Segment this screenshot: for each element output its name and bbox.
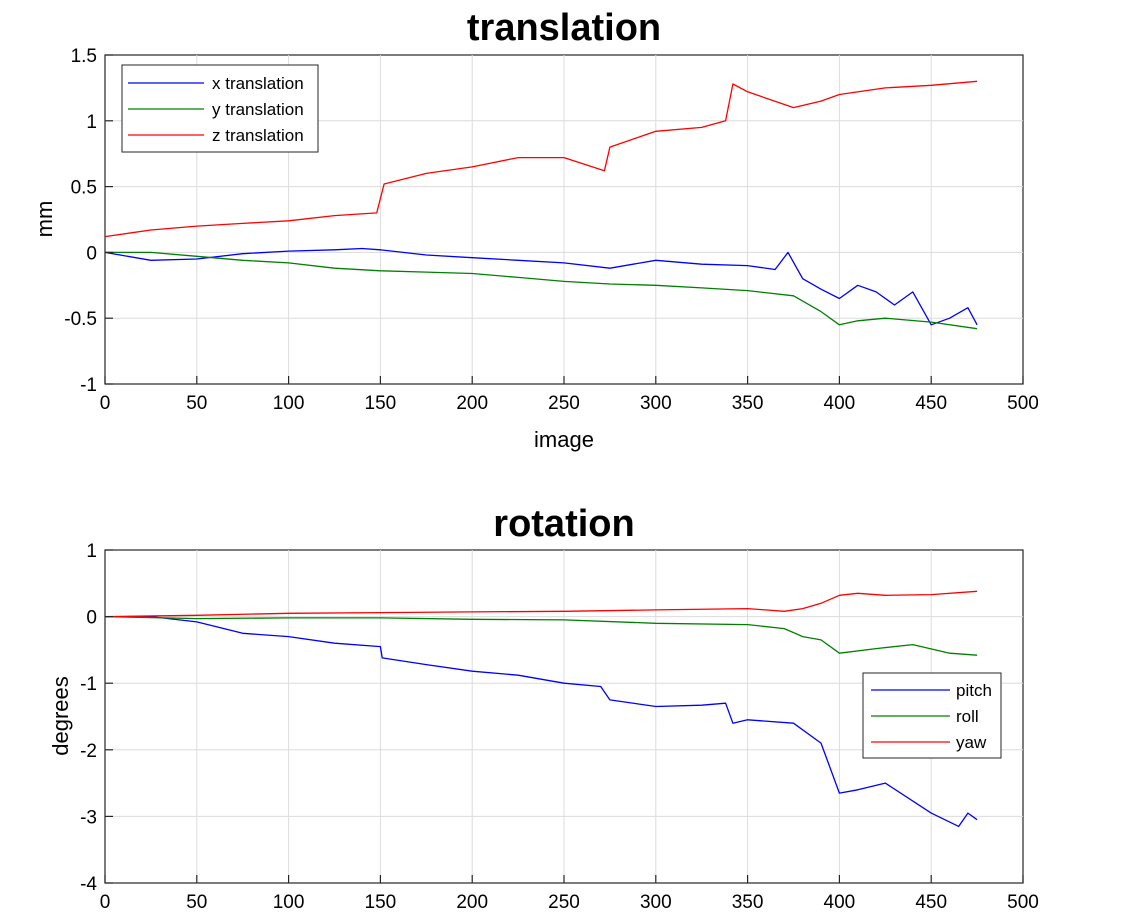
translation-ticks: 0 50 100 150 200 250 300 350 400 450 500 -1 -0.5 0 0.5… [64, 46, 1039, 414]
translation-legend: x translation y translation z translatio… [121, 64, 319, 153]
translation-x-tick-label-9: 450 [915, 393, 947, 414]
translation-y-tick-label-3: 0.5 [71, 178, 97, 199]
rotation-x-tick-label-8: 400 [824, 892, 856, 913]
translation-legend-label-x: x translation [212, 74, 304, 93]
rotation-x-tick-label-7: 350 [732, 892, 764, 913]
rotation-series-roll [104, 615, 978, 656]
translation-x-axis-label: image [534, 427, 594, 452]
translation-y-tick-label-2: 0 [86, 243, 97, 264]
rotation-series [104, 590, 978, 828]
rotation-y-axis-label: degrees [48, 676, 73, 756]
rotation-x-tick-label-5: 250 [548, 892, 580, 913]
rotation-legend-label-roll: roll [956, 707, 979, 726]
translation-legend-label-z: z translation [212, 126, 304, 145]
rotation-x-tick-label-4: 200 [456, 892, 488, 913]
rotation-y-tick-label-3: -1 [80, 674, 97, 695]
rotation-series-pitch [105, 615, 978, 828]
rotation-legend-label-pitch: pitch [956, 681, 992, 700]
rotation-y-tick-label-0: -4 [80, 874, 97, 895]
rotation-title: rotation [493, 503, 634, 545]
translation-y-tick-label-0: -1 [80, 375, 97, 396]
translation-x-tick-label-10: 500 [1007, 393, 1039, 414]
rotation-ticks: 0 50 100 150 200 250 300 350 400 450 500 -4 -3 -2 -1 0 1 [80, 541, 1039, 913]
translation-x-tick-label-4: 200 [456, 393, 488, 414]
translation-x-tick-label-0: 0 [100, 393, 111, 414]
rotation-y-tick-label-2: -2 [80, 741, 97, 762]
translation-y-tick-label-5: 1.5 [71, 46, 97, 67]
rotation-x-tick-label-2: 100 [273, 892, 305, 913]
translation-x-tick-label-6: 300 [640, 393, 672, 414]
translation-x-tick-label-3: 150 [365, 393, 397, 414]
rotation-x-tick-label-0: 0 [100, 892, 111, 913]
rotation-x-tick-label-9: 450 [915, 892, 947, 913]
translation-legend-label-y: y translation [212, 100, 304, 119]
translation-series-z-translation [104, 80, 978, 238]
translation-title: translation [467, 7, 661, 49]
translation-series-x-translation [104, 247, 978, 326]
translation-x-tick-label-8: 400 [824, 393, 856, 414]
rotation-legend: pitch roll yaw [862, 672, 1002, 759]
rotation-panel: 0 50 100 150 200 250 300 350 400 450 500 -4 -3 -2 -1 0 1… [48, 503, 1039, 913]
translation-x-tick-label-7: 350 [732, 393, 764, 414]
rotation-series-yaw [104, 590, 978, 618]
translation-y-tick-label-1: -0.5 [64, 309, 97, 330]
translation-y-axis-label: mm [32, 201, 57, 238]
translation-y-tick-label-4: 1 [86, 112, 97, 133]
rotation-x-tick-label-10: 500 [1007, 892, 1039, 913]
translation-panel: 0 50 100 150 200 250 300 350 400 450 500 -1 -0.5 0 0.5… [32, 7, 1039, 452]
rotation-legend-label-yaw: yaw [956, 733, 987, 752]
translation-x-tick-label-2: 100 [273, 393, 305, 414]
translation-series-y-translation [105, 251, 978, 330]
rotation-y-tick-label-1: -3 [80, 807, 97, 828]
rotation-y-tick-label-4: 0 [86, 608, 97, 629]
rotation-x-tick-label-6: 300 [640, 892, 672, 913]
translation-x-tick-label-1: 50 [186, 393, 207, 414]
rotation-x-tick-label-3: 150 [365, 892, 397, 913]
rotation-y-tick-label-5: 1 [86, 541, 97, 562]
translation-series [104, 80, 978, 330]
translation-x-tick-label-5: 250 [548, 393, 580, 414]
rotation-x-tick-label-1: 50 [186, 892, 207, 913]
